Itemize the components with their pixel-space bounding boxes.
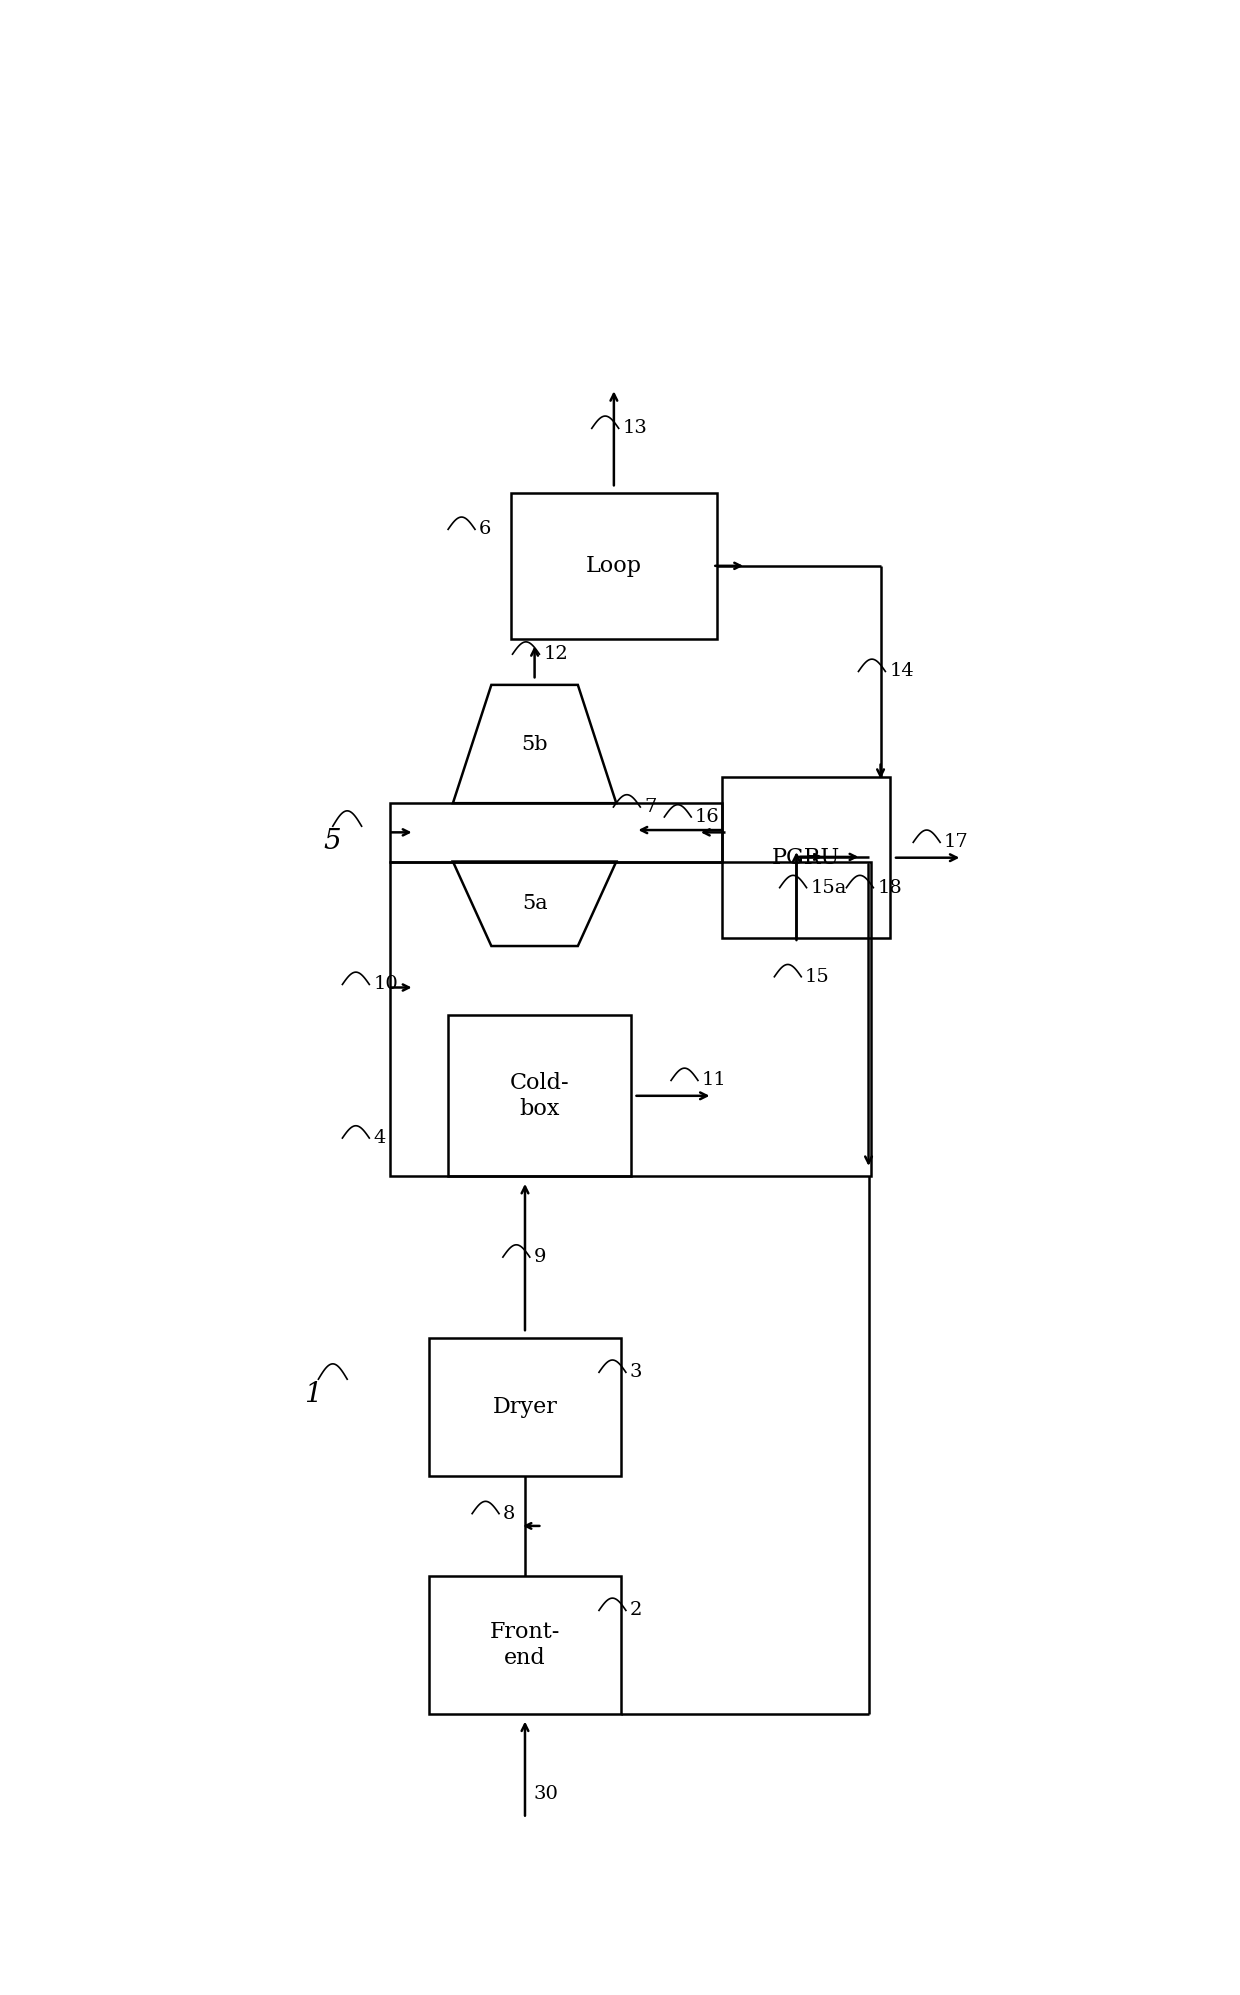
Text: 15: 15	[805, 968, 830, 986]
Text: 6: 6	[479, 521, 491, 539]
Text: 1: 1	[304, 1381, 321, 1408]
Bar	[391, 804, 722, 862]
Bar	[722, 776, 890, 938]
Text: 7: 7	[644, 798, 656, 816]
Text: 14: 14	[889, 662, 914, 680]
Text: 17: 17	[944, 834, 968, 852]
Text: Dryer: Dryer	[492, 1396, 558, 1418]
Text: 18: 18	[877, 878, 901, 896]
Text: Cold-
box: Cold- box	[510, 1071, 569, 1119]
Text: 10: 10	[373, 976, 398, 994]
Bar	[511, 493, 717, 638]
Text: 9: 9	[533, 1249, 546, 1267]
Text: 13: 13	[622, 419, 647, 437]
Text: 5a: 5a	[522, 894, 547, 914]
Text: 12: 12	[543, 644, 568, 662]
Text: Front-
end: Front- end	[490, 1622, 560, 1668]
Text: 16: 16	[696, 808, 720, 826]
Text: 30: 30	[533, 1786, 558, 1803]
Text: 8: 8	[503, 1504, 516, 1522]
Bar	[448, 1015, 631, 1177]
Text: 5: 5	[324, 828, 341, 856]
Text: 11: 11	[702, 1071, 727, 1089]
Text: 2: 2	[630, 1602, 642, 1620]
Bar	[391, 862, 870, 1177]
Text: PGRU: PGRU	[773, 846, 841, 868]
Text: 15a: 15a	[811, 878, 847, 896]
Bar	[429, 1339, 621, 1476]
Text: 3: 3	[630, 1363, 642, 1381]
Text: 4: 4	[373, 1129, 386, 1147]
Bar	[429, 1576, 621, 1714]
Text: 5b: 5b	[521, 734, 548, 754]
Text: Loop: Loop	[585, 555, 642, 577]
